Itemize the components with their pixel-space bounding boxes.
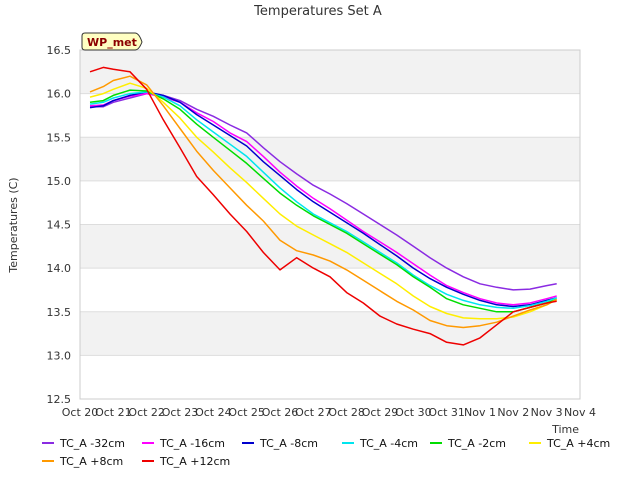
x-tick-label: Oct 27 xyxy=(295,406,332,419)
y-tick-label: 16.5 xyxy=(47,44,72,57)
x-tick-label: Oct 20 xyxy=(62,406,99,419)
series-line-tc-a-4cm xyxy=(89,82,558,320)
chart-title: Temperatures Set A xyxy=(253,4,382,19)
x-tick-label: Oct 29 xyxy=(362,406,399,419)
legend-label: TC_A +8cm xyxy=(59,455,123,468)
x-tick-label: Nov 2 xyxy=(497,406,529,419)
y-axis-label: Temperatures (C) xyxy=(7,177,20,273)
series-line-tc-a-4cm xyxy=(89,91,557,310)
x-tick-label: Oct 25 xyxy=(228,406,265,419)
x-tick-label: Oct 28 xyxy=(328,406,365,419)
y-tick-label: 16.0 xyxy=(47,88,72,101)
x-tick-label: Oct 22 xyxy=(128,406,165,419)
x-tick-label: Nov 4 xyxy=(564,406,596,419)
plot-frame xyxy=(79,49,581,400)
series-lines xyxy=(89,66,558,346)
legend: TC_A -32cm TC_A -16cm TC_A -8cm TC_A -4cm TC… xyxy=(42,437,610,468)
x-tick-label: Oct 30 xyxy=(395,406,432,419)
y-tick-label: 13.5 xyxy=(47,306,72,319)
y-tick-label: 13.0 xyxy=(47,349,72,362)
legend-label: TC_A +4cm xyxy=(546,437,610,450)
x-tick-label: Oct 24 xyxy=(195,406,232,419)
series-line-tc-a-12cm xyxy=(89,66,557,346)
x-tick-label: Nov 3 xyxy=(531,406,563,419)
grid-band xyxy=(80,50,580,94)
legend-label: TC_A +12cm xyxy=(159,455,230,468)
series-line-tc-a-8cm xyxy=(89,75,558,329)
x-axis-label: Time xyxy=(551,423,579,436)
grid-band xyxy=(80,137,580,181)
legend-label: TC_A -2cm xyxy=(447,437,506,450)
x-tick-label: Oct 26 xyxy=(262,406,299,419)
y-tick-label: 15.5 xyxy=(47,131,72,144)
x-tick-label: Oct 21 xyxy=(95,406,132,419)
x-tick-label: Oct 31 xyxy=(428,406,465,419)
badge-label: WP_met xyxy=(87,36,137,49)
x-tick-label: Nov 1 xyxy=(464,406,496,419)
grid-band xyxy=(80,180,580,225)
series-line-tc-a-8cm xyxy=(89,91,557,308)
y-axis-ticks: 12.5 13.0 13.5 14.0 14.5 15.0 15.5 16.0 16.5 xyxy=(47,44,72,406)
legend-label: TC_A -32cm xyxy=(59,437,125,450)
grid-band xyxy=(80,355,580,399)
x-tick-label: Oct 23 xyxy=(162,406,199,419)
wp-met-badge: WP_met xyxy=(81,32,143,51)
y-tick-label: 12.5 xyxy=(47,393,72,406)
legend-label: TC_A -4cm xyxy=(359,437,418,450)
grid-band xyxy=(80,93,580,138)
legend-label: TC_A -8cm xyxy=(259,437,318,450)
y-tick-label: 15.0 xyxy=(47,175,72,188)
series-line-tc-a-2cm xyxy=(89,89,557,313)
legend-label: TC_A -16cm xyxy=(159,437,225,450)
y-tick-label: 14.5 xyxy=(47,219,72,232)
y-tick-label: 14.0 xyxy=(47,262,72,275)
